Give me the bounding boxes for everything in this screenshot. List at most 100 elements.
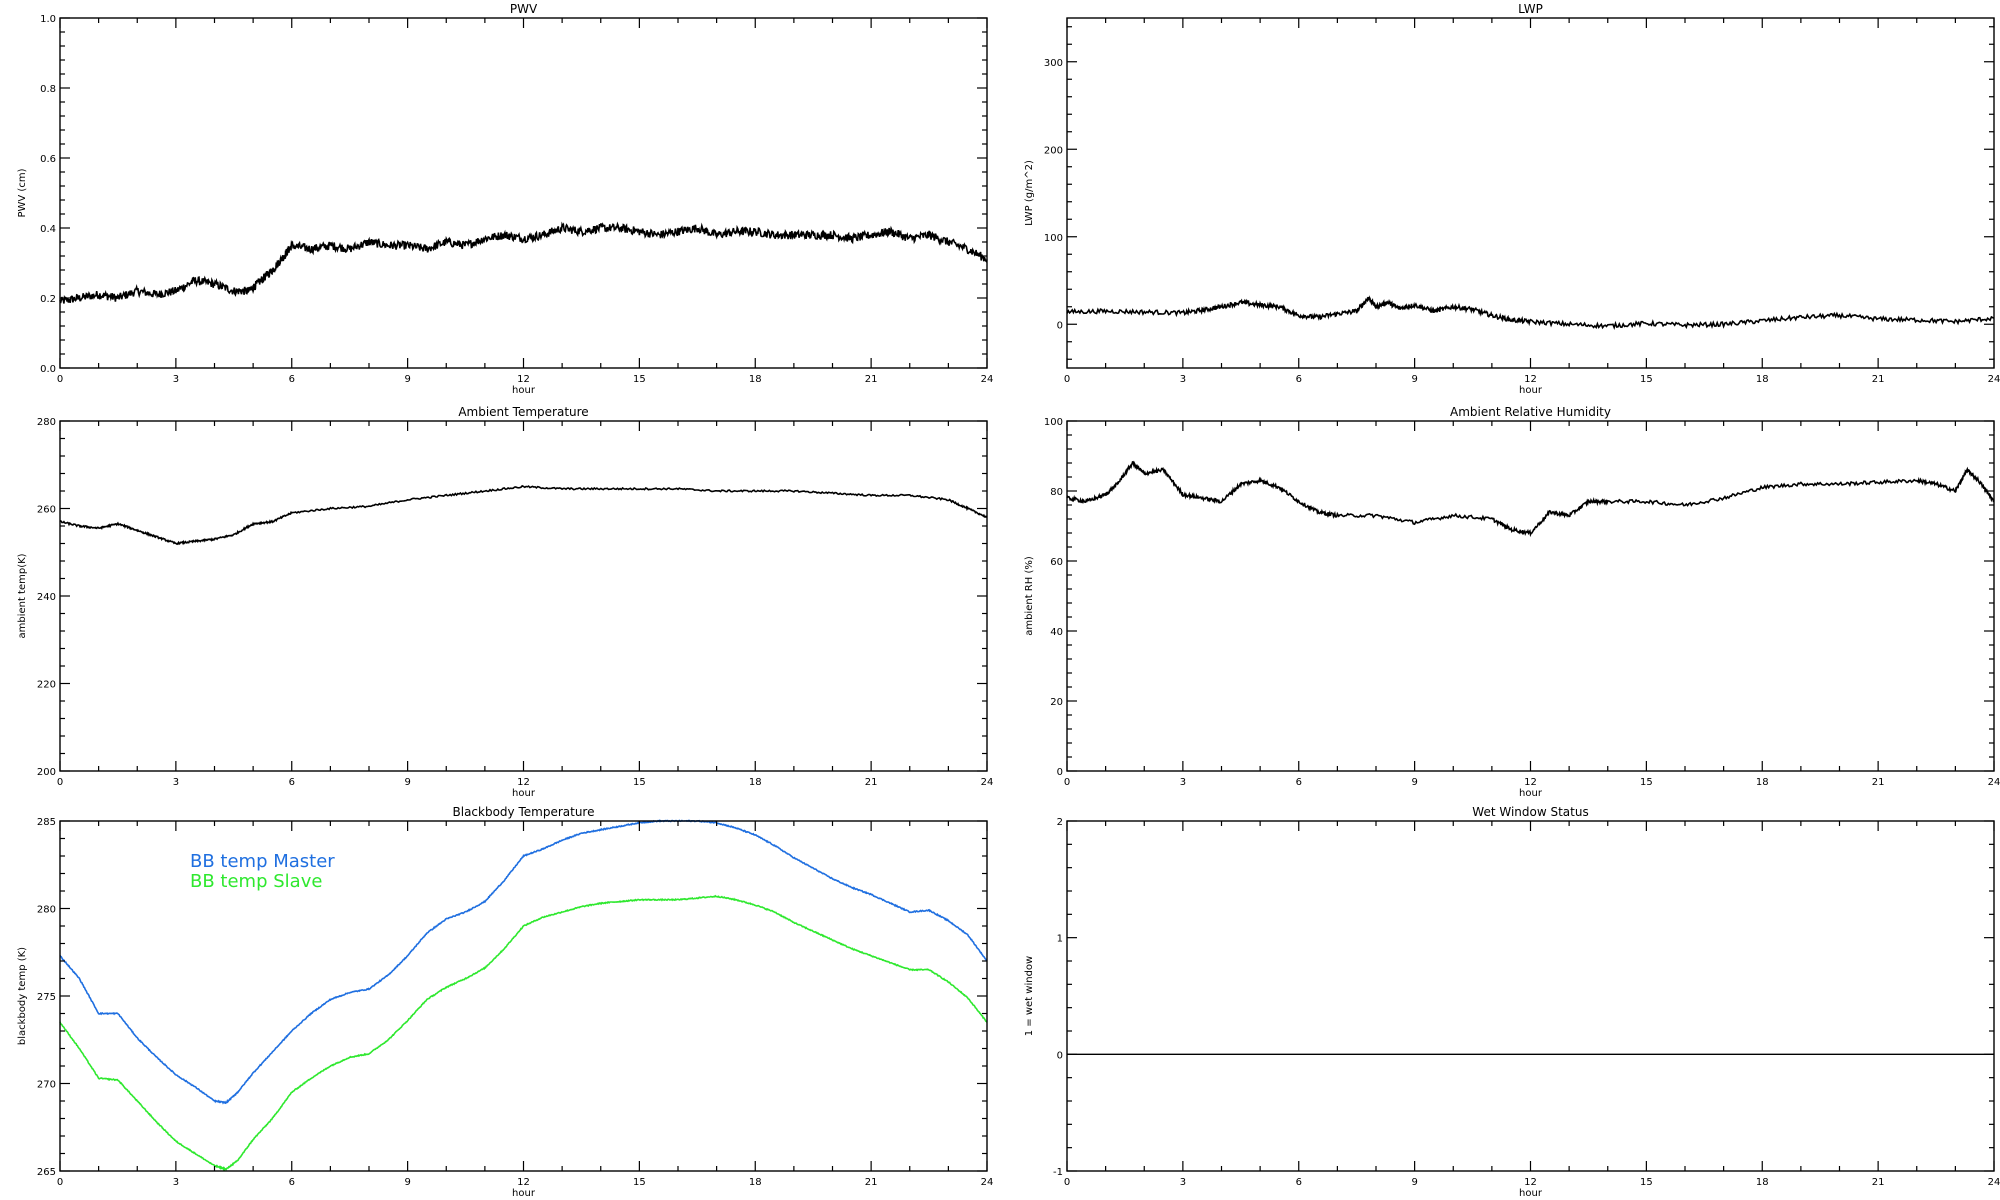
- x-axis-label: hour: [512, 385, 536, 396]
- plot-frame: [59, 17, 988, 369]
- series-line-3-0: [1066, 460, 1995, 538]
- y-tick-label: 20: [1050, 697, 1063, 708]
- y-tick-label: 1.0: [40, 14, 56, 25]
- x-tick-label: 12: [517, 1177, 530, 1188]
- x-tick-label: 0: [1064, 374, 1070, 385]
- y-axis-label: ambient RH (%): [1024, 556, 1035, 636]
- y-tick-label: 280: [37, 417, 56, 428]
- y-tick-label: 0: [1057, 1050, 1063, 1061]
- plot-frame: [1066, 420, 1995, 772]
- y-tick-label: 40: [1050, 627, 1063, 638]
- y-tick-label: 1: [1057, 934, 1063, 945]
- y-tick-label: 240: [37, 592, 56, 603]
- series-line-4-0: [59, 819, 988, 1105]
- x-tick-label: 24: [981, 1177, 994, 1188]
- x-tick-label: 24: [981, 777, 994, 788]
- x-tick-label: 6: [1296, 374, 1302, 385]
- x-tick-label: 9: [1411, 777, 1417, 788]
- x-axis-label: hour: [1519, 788, 1543, 799]
- x-tick-label: 21: [865, 374, 878, 385]
- y-tick-label: -1: [1053, 1167, 1063, 1178]
- x-tick-label: 0: [57, 777, 63, 788]
- chart-panel-0: 0 3 6 9 12 15 18 21 24 0.0 0.2 0.4 0.6 0.8 1.0 PWV hour P…: [17, 2, 993, 396]
- x-tick-label: 24: [1988, 374, 2000, 385]
- y-tick-label: 0: [1057, 320, 1063, 331]
- chart-title: LWP: [1518, 2, 1543, 16]
- x-tick-label: 21: [865, 777, 878, 788]
- y-tick-label: 275: [37, 992, 56, 1003]
- y-tick-label: 0.2: [40, 294, 56, 305]
- chart-panel-3: 0 3 6 9 12 15 18 21 24 0 20 40 60 80 100 Ambient Relati…: [1024, 405, 2000, 799]
- x-tick-label: 6: [1296, 1177, 1302, 1188]
- x-tick-label: 21: [1872, 374, 1885, 385]
- legend-entry: BB temp Slave: [190, 871, 322, 892]
- x-tick-label: 24: [1988, 1177, 2000, 1188]
- y-tick-label: 0.0: [40, 364, 56, 375]
- x-tick-label: 12: [1524, 1177, 1537, 1188]
- x-tick-label: 15: [633, 374, 646, 385]
- plot-frame: [59, 420, 988, 772]
- x-tick-label: 21: [1872, 1177, 1885, 1188]
- x-tick-label: 6: [289, 374, 295, 385]
- x-tick-label: 18: [1756, 777, 1769, 788]
- x-tick-label: 9: [404, 374, 410, 385]
- x-axis-label: hour: [512, 788, 536, 799]
- y-tick-label: 280: [37, 905, 56, 916]
- x-axis-label: hour: [512, 1188, 536, 1199]
- y-axis-label: LWP (g/m^2): [1024, 160, 1035, 226]
- chart-panel-2: 0 3 6 9 12 15 18 21 24 200 220 240 260 280 Ambient Tem…: [17, 405, 993, 799]
- x-tick-label: 6: [289, 1177, 295, 1188]
- x-tick-label: 3: [1180, 777, 1186, 788]
- x-tick-label: 24: [981, 374, 994, 385]
- y-tick-label: 2: [1057, 817, 1063, 828]
- x-tick-label: 6: [289, 777, 295, 788]
- y-tick-label: 0.4: [40, 224, 56, 235]
- x-tick-label: 21: [1872, 777, 1885, 788]
- x-tick-label: 12: [517, 374, 530, 385]
- x-tick-label: 0: [57, 374, 63, 385]
- y-axis-label: ambient temp(K): [17, 553, 28, 638]
- x-tick-label: 3: [1180, 1177, 1186, 1188]
- chart-title: Blackbody Temperature: [453, 805, 595, 819]
- x-tick-label: 3: [173, 374, 179, 385]
- y-tick-label: 60: [1050, 557, 1063, 568]
- x-tick-label: 15: [633, 1177, 646, 1188]
- x-tick-label: 3: [173, 1177, 179, 1188]
- x-tick-label: 0: [1064, 777, 1070, 788]
- y-tick-label: 0.6: [40, 154, 56, 165]
- x-tick-label: 3: [173, 777, 179, 788]
- y-tick-label: 100: [1044, 233, 1063, 244]
- x-tick-label: 24: [1988, 777, 2000, 788]
- y-tick-label: 0.8: [40, 84, 56, 95]
- series-line-1-0: [1066, 295, 1995, 331]
- x-tick-label: 9: [404, 777, 410, 788]
- x-tick-label: 18: [749, 374, 762, 385]
- y-tick-label: 200: [1044, 145, 1063, 156]
- y-tick-label: 270: [37, 1080, 56, 1091]
- y-tick-label: 100: [1044, 417, 1063, 428]
- chart-title: Ambient Relative Humidity: [1450, 405, 1611, 419]
- y-tick-label: 265: [37, 1167, 56, 1178]
- y-tick-label: 200: [37, 767, 56, 778]
- chart-title: Wet Window Status: [1472, 805, 1588, 819]
- y-tick-label: 285: [37, 817, 56, 828]
- x-tick-label: 15: [633, 777, 646, 788]
- chart-panel-1: 0 3 6 9 12 15 18 21 24 0 100 200 300 LWP hour LWP (g/m^…: [1024, 2, 2000, 396]
- x-tick-label: 9: [404, 1177, 410, 1188]
- x-axis-label: hour: [1519, 1188, 1543, 1199]
- y-tick-label: 300: [1044, 58, 1063, 69]
- x-tick-label: 3: [1180, 374, 1186, 385]
- y-axis-label: 1 = wet window: [1024, 956, 1035, 1036]
- x-axis-label: hour: [1519, 385, 1543, 396]
- y-tick-label: 260: [37, 505, 56, 516]
- y-tick-label: 220: [37, 680, 56, 691]
- x-tick-label: 9: [1411, 374, 1417, 385]
- x-tick-label: 12: [1524, 777, 1537, 788]
- x-tick-label: 15: [1640, 777, 1653, 788]
- series-line-4-1: [59, 894, 988, 1172]
- x-tick-label: 9: [1411, 1177, 1417, 1188]
- x-tick-label: 15: [1640, 374, 1653, 385]
